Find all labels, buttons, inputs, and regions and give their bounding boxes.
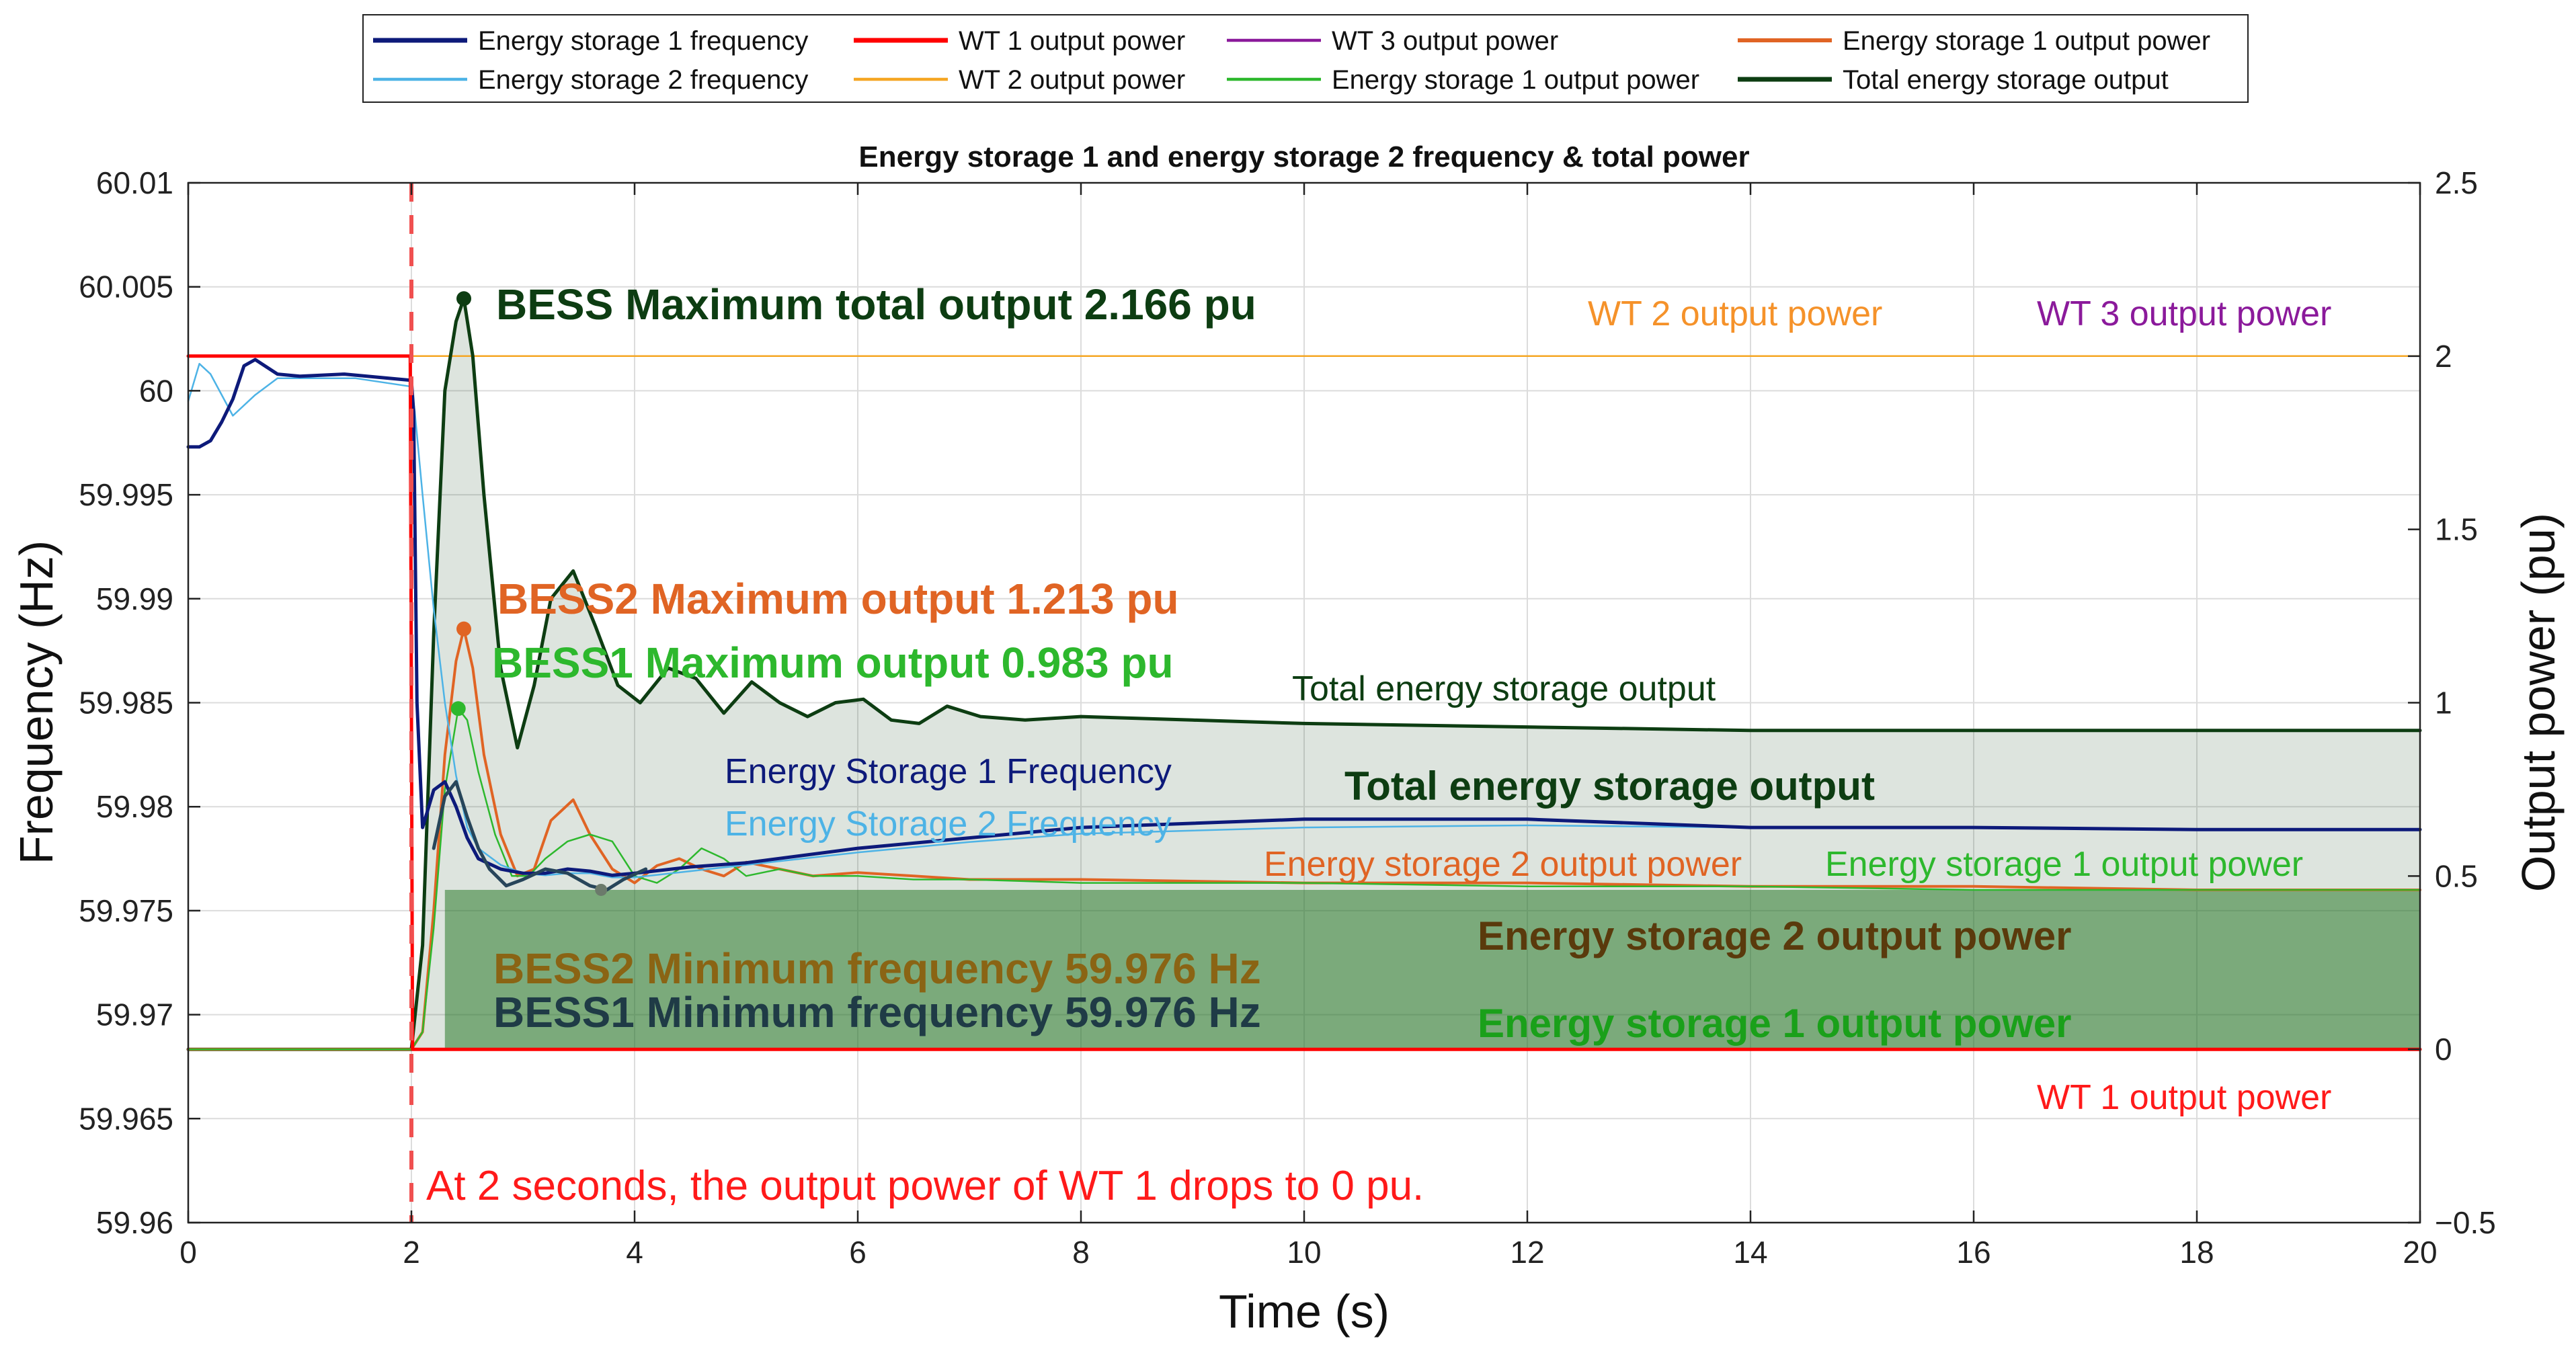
label-es1-frequency: Energy Storage 1 Frequency	[725, 752, 1172, 791]
legend-label-2: WT 1 output power	[959, 26, 1185, 56]
annotation-max-bess2: BESS2 Maximum output 1.213 pu	[497, 575, 1179, 623]
annotation-max-total: BESS Maximum total output 2.166 pu	[496, 280, 1256, 329]
markers	[450, 291, 608, 896]
label-wt1-output: WT 1 output power	[2037, 1078, 2331, 1117]
label-es1-output: Energy storage 1 output power	[1825, 845, 2303, 884]
label-total-output-bold: Total energy storage output	[1344, 764, 1875, 809]
series-energy-storage-1-frequency	[186, 358, 2422, 877]
label-es2-output: Energy storage 2 output power	[1264, 845, 1742, 884]
legend: Energy storage 1 frequency Energy storage…	[362, 14, 2249, 103]
legend-box	[362, 14, 2249, 103]
x-tick-label-0: 0	[179, 1235, 197, 1270]
right-tick-label-3: 1	[2435, 686, 2452, 721]
right-axis-label: Output power (pu)	[2512, 513, 2565, 892]
left-tick-label-10: 60.01	[96, 165, 173, 200]
left-tick-label-4: 59.98	[96, 789, 173, 824]
label-es1-output-bold: Energy storage 1 output power	[1478, 1001, 2071, 1046]
series-energy-storage-2-output-power	[187, 627, 2421, 1051]
legend-label-0: Energy storage 1 frequency	[478, 26, 808, 56]
chart-title: Energy storage 1 and energy storage 2 fr…	[858, 140, 1749, 173]
left-tick-label-5: 59.985	[79, 686, 173, 721]
right-tick-label-0: −0.5	[2435, 1205, 2496, 1240]
label-wt3-output: WT 3 output power	[2037, 294, 2331, 333]
x-tick-label-7: 14	[1733, 1235, 1767, 1270]
x-tick-label-4: 8	[1072, 1235, 1090, 1270]
annotations: BESS Maximum total output 2.166 pu BESS2…	[426, 280, 2331, 1209]
x-tick-label-3: 6	[849, 1235, 867, 1270]
x-tick-label-6: 12	[1510, 1235, 1544, 1270]
left-tick-label-8: 60	[139, 373, 173, 408]
right-axis-ticks: −0.5 0 0.5 1 1.5 2 2.5	[2408, 165, 2496, 1240]
x-tick-label-2: 4	[626, 1235, 643, 1270]
legend-label-4: WT 3 output power	[1332, 26, 1558, 56]
label-wt2-output: WT 2 output power	[1588, 294, 1882, 333]
label-es2-frequency: Energy Storage 2 Frequency	[725, 805, 1172, 844]
left-tick-label-7: 59.995	[79, 477, 173, 512]
left-tick-label-0: 59.96	[96, 1205, 173, 1240]
max-point-marker-2	[450, 701, 466, 716]
x-tick-label-5: 10	[1287, 1235, 1321, 1270]
left-tick-label-3: 59.975	[79, 893, 173, 928]
x-tick-label-1: 2	[403, 1235, 420, 1270]
left-axis-ticks: 59.96 59.965 59.97 59.975 59.98 59.985 59.99 59…	[79, 165, 200, 1240]
right-tick-label-5: 2	[2435, 339, 2452, 374]
label-total-output: Total energy storage output	[1292, 669, 1716, 708]
series-total-energy-storage-output	[186, 296, 2422, 1051]
x-tick-label-10: 20	[2403, 1235, 2437, 1270]
legend-label-1: Energy storage 2 frequency	[478, 65, 808, 95]
annotation-min-bess2: BESS2 Minimum frequency 59.976 Hz	[493, 944, 1261, 993]
left-tick-label-6: 59.99	[96, 581, 173, 616]
right-tick-label-6: 2.5	[2435, 165, 2478, 200]
x-axis-label: Time (s)	[1219, 1285, 1390, 1338]
energy-storage-output-area	[444, 889, 2420, 1050]
left-tick-label-9: 60.005	[79, 270, 173, 304]
max-point-marker-1	[456, 621, 472, 637]
right-tick-label-2: 0.5	[2435, 858, 2478, 893]
right-tick-label-4: 1.5	[2435, 512, 2478, 547]
label-es2-output-bold: Energy storage 2 output power	[1478, 913, 2071, 958]
series-energy-storage-2-frequency	[187, 362, 2421, 878]
annotation-wt1-drop: At 2 seconds, the output power of WT 1 d…	[426, 1163, 1424, 1209]
x-tick-label-9: 18	[2179, 1235, 2214, 1270]
annotation-max-bess1: BESS1 Maximum output 0.983 pu	[492, 639, 1174, 687]
legend-label-3: WT 2 output power	[959, 65, 1185, 95]
annotation-min-bess1: BESS1 Minimum frequency 59.976 Hz	[493, 988, 1261, 1036]
legend-label-7: Total energy storage output	[1843, 65, 2169, 95]
right-tick-label-1: 0	[2435, 1032, 2452, 1067]
x-tick-label-8: 16	[1956, 1235, 1990, 1270]
legend-label-6: Energy storage 1 output power	[1843, 26, 2210, 56]
min-point-marker-0	[595, 883, 608, 896]
legend-items: Energy storage 1 frequency Energy storage…	[373, 26, 2210, 95]
left-axis-label: Frequency (Hz)	[10, 540, 63, 864]
max-point-marker-0	[456, 291, 472, 306]
left-tick-label-1: 59.965	[79, 1101, 173, 1136]
x-axis-ticks: 0 2 4 6 8 10 12 14 16 18 20	[179, 183, 2438, 1270]
legend-label-5: Energy storage 1 output power	[1332, 65, 1699, 95]
left-tick-label-2: 59.97	[96, 997, 173, 1032]
